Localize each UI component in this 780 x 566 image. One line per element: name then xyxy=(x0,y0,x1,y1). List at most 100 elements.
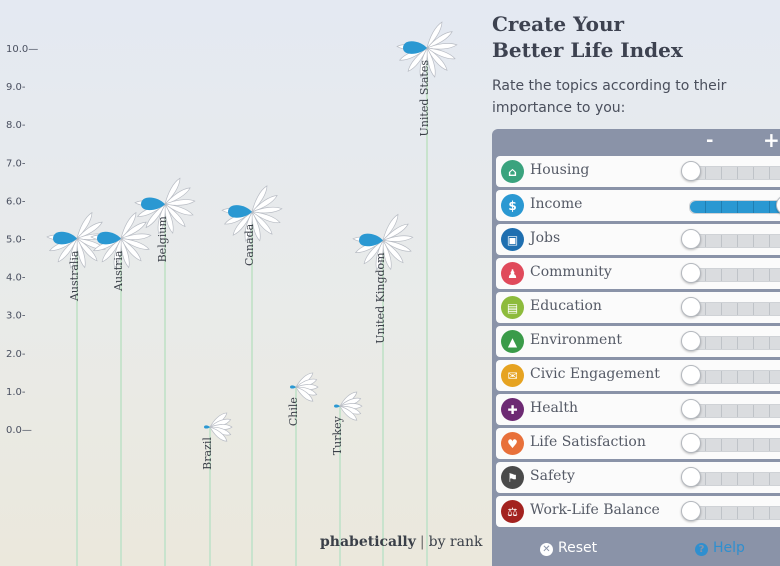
flower-petal xyxy=(382,239,392,271)
importance-slider[interactable] xyxy=(689,200,780,214)
importance-slider[interactable] xyxy=(689,336,780,350)
flower-petal xyxy=(120,237,142,262)
slider-handle[interactable] xyxy=(681,161,701,181)
reset-label: Reset xyxy=(558,540,598,556)
importance-slider[interactable] xyxy=(689,472,780,486)
flower-petal xyxy=(113,237,122,269)
topic-row-community: ♟ Community xyxy=(496,258,780,289)
flower-petal xyxy=(407,47,428,72)
country-label: Turkey xyxy=(331,415,344,455)
flower-petal xyxy=(120,211,137,240)
question-circle-icon: ? xyxy=(695,543,708,556)
slider-handle[interactable] xyxy=(681,263,701,283)
country-label: Belgium xyxy=(156,216,169,263)
country-label: Australia xyxy=(68,250,81,302)
topics-panel: - + ⌂ Housing $ Income ▣ Jobs ♟ Community ▤ Educa… xyxy=(492,129,780,566)
slider-handle[interactable] xyxy=(681,433,701,453)
house-icon: ⌂ xyxy=(501,160,524,183)
importance-slider[interactable] xyxy=(689,506,780,520)
importance-slider[interactable] xyxy=(689,166,780,180)
flower-petal xyxy=(426,21,443,50)
envelope-icon: ✉ xyxy=(501,364,524,387)
plus-label: + xyxy=(763,129,780,152)
flower-petal xyxy=(251,185,268,213)
flower-canada[interactable] xyxy=(221,185,283,242)
flower-chart: 10.0— 9.0- 8.0- 7.0- 6.0- 5.0- 4.0- 3.0- 2.0- 1.0… xyxy=(6,21,458,566)
scales-icon: ⚖ xyxy=(501,500,524,523)
flower-chile[interactable] xyxy=(290,371,319,403)
flower-petal xyxy=(425,31,453,49)
y-tick-label: 6.0- xyxy=(6,196,26,207)
flower-petal xyxy=(251,210,261,242)
y-tick-label: 9.0- xyxy=(6,82,26,93)
flower-petal xyxy=(164,202,174,234)
flower-petal xyxy=(339,405,358,421)
sort-separator: | xyxy=(419,534,425,550)
slider-handle[interactable] xyxy=(681,399,701,419)
heart-icon: ♥ xyxy=(501,432,524,455)
topic-label: Housing xyxy=(530,162,590,178)
flower-petal xyxy=(119,221,147,240)
flower-petal xyxy=(381,223,409,242)
importance-slider[interactable] xyxy=(689,370,780,384)
slider-handle[interactable] xyxy=(681,501,701,521)
slider-handle[interactable] xyxy=(681,365,701,385)
flower-petal xyxy=(69,237,78,269)
importance-slider[interactable] xyxy=(689,302,780,316)
help-button[interactable]: ? Help xyxy=(695,540,745,556)
sort-by-rank-link[interactable]: by rank xyxy=(428,534,483,550)
reset-button[interactable]: ✕ Reset xyxy=(540,540,597,556)
flower-petal xyxy=(251,210,273,235)
income-petal xyxy=(403,41,427,54)
importance-slider[interactable] xyxy=(689,234,780,248)
sort-toggle: phabetically | by rank xyxy=(320,534,482,550)
flower-petal xyxy=(157,202,166,235)
importance-slider[interactable] xyxy=(689,404,780,418)
flower-petal xyxy=(164,203,186,228)
minus-label: - xyxy=(706,130,714,151)
flower-petal xyxy=(382,213,399,242)
sort-alphabetically-link[interactable]: phabetically xyxy=(320,534,416,550)
briefcase-icon: ▣ xyxy=(501,228,524,251)
topics-footer: ✕ Reset ? Help xyxy=(492,533,780,566)
flower-petal xyxy=(163,203,194,216)
y-tick-label: 0.0— xyxy=(6,425,32,436)
flower-turkey[interactable] xyxy=(334,390,363,422)
income-petal xyxy=(359,233,383,247)
slider-handle[interactable] xyxy=(681,467,701,487)
country-label: Chile xyxy=(287,397,300,426)
income-petal xyxy=(228,205,252,218)
importance-slider[interactable] xyxy=(689,268,780,282)
topics-header: - + xyxy=(492,129,780,155)
flower-belgium[interactable] xyxy=(134,177,196,235)
slider-fill xyxy=(690,201,780,213)
country-label: United States xyxy=(418,60,431,137)
help-label: Help xyxy=(713,540,745,556)
topic-row-life-satisfaction: ♥ Life Satisfaction xyxy=(496,428,780,459)
country-label: Austria xyxy=(112,250,125,292)
importance-slider[interactable] xyxy=(689,438,780,452)
income-petal xyxy=(334,404,340,408)
flower-petal xyxy=(76,211,93,240)
flower-petal xyxy=(295,386,314,402)
flower-petal xyxy=(363,239,384,265)
y-tick-label: 5.0- xyxy=(6,235,26,246)
flower-united-kingdom[interactable] xyxy=(352,213,414,271)
income-petal xyxy=(97,231,121,245)
topic-label: Environment xyxy=(530,332,622,348)
topic-label: Civic Engagement xyxy=(530,366,660,382)
topic-row-education: ▤ Education xyxy=(496,292,780,323)
slider-handle[interactable] xyxy=(681,331,701,351)
flower-petal xyxy=(250,211,281,224)
slider-handle[interactable] xyxy=(681,229,701,249)
y-tick-label: 4.0- xyxy=(6,273,26,284)
flower-petal xyxy=(425,43,458,50)
flower-petal xyxy=(76,237,98,262)
flower-petal xyxy=(209,426,228,442)
slider-handle[interactable] xyxy=(681,297,701,317)
flower-brazil[interactable] xyxy=(204,411,233,443)
panel-title-line2: Better Life Index xyxy=(492,38,683,62)
flower-petal xyxy=(244,210,253,242)
flower-austria[interactable] xyxy=(90,211,152,269)
flower-united-states[interactable] xyxy=(396,21,458,79)
